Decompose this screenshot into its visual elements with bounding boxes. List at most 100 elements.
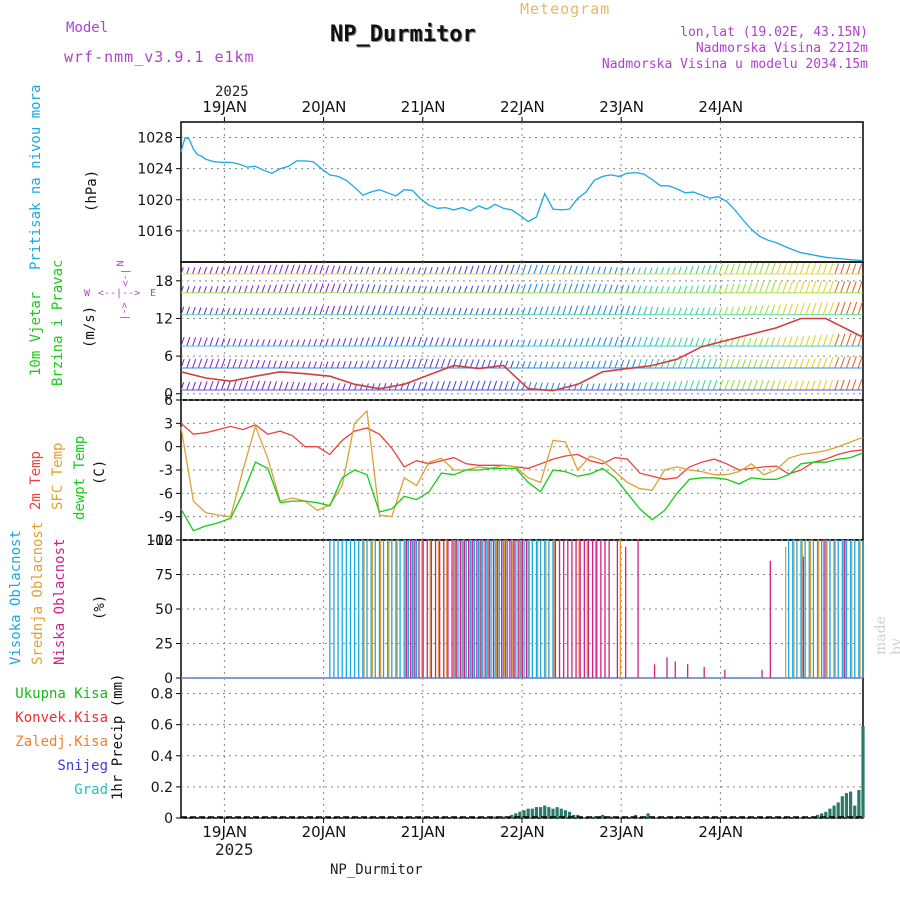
wind-barb [834,280,840,293]
wind-barb [365,266,370,275]
wind-barb [371,284,376,293]
y-tick-label: 0 [164,811,173,827]
wind-barb [817,280,823,293]
wind-barb [857,281,863,293]
wind-barb [724,263,729,275]
wind-barb [764,304,770,315]
wind-barb [203,307,208,315]
wind-barb [822,380,828,391]
y-tick-label: -6 [159,486,173,502]
wind-barb [302,382,306,391]
wind-barb [510,339,514,347]
wind-barb [631,336,637,347]
precip-bar [510,814,514,818]
wind-barb [226,307,231,315]
precip-bar [555,807,559,818]
y-tick-label: 25 [155,637,173,653]
wind-barb [521,361,526,369]
wind-barb [400,359,405,369]
wind-barb [319,382,323,391]
wind-barb [637,382,642,391]
wind-barb [359,283,364,293]
wind-barb [793,280,799,293]
wind-barb [307,264,312,275]
wind-barb [278,381,283,391]
wind-barb [643,306,648,315]
wind-barb [238,338,242,347]
wind-barb [782,303,787,315]
wind-barb [608,383,612,391]
wind-barb [712,379,718,391]
wind-barb [828,357,834,369]
wind-barb [423,306,428,315]
y-tick-label: -3 [159,463,173,479]
wind-barb [822,334,828,347]
wind-barb [834,333,840,347]
wind-barb [741,379,747,391]
wind-barb [261,307,265,315]
wind-barb [504,264,509,275]
wind-barb [452,337,457,347]
wind-barb [811,280,817,293]
wind-barb [504,307,508,315]
y-tick-label: 1024 [137,162,173,178]
precip-bar [849,791,853,818]
wind-barb [435,286,439,293]
wind-barb [249,285,254,293]
wind-barb [840,301,846,315]
wind-barb [712,264,718,275]
wind-barb [209,286,213,293]
wind-barb [770,304,776,315]
wind-barb [302,361,306,369]
wind-barb [388,285,393,293]
wind-barb [788,262,793,275]
wind-barb [614,305,619,315]
wind-barb [186,358,191,369]
wind-barb [244,359,249,369]
wind-barb [498,264,503,275]
wind-barb [325,361,329,369]
wind-barb [828,280,834,293]
wind-barb [701,337,706,347]
wind-barb [383,267,387,275]
wind-barb [736,263,741,275]
wind-barb [273,284,277,293]
wind-barb [712,337,717,347]
wind-barb [678,285,682,293]
wind-barb [203,286,207,293]
y-tick-label: 3 [164,416,173,432]
wind-barb [504,339,508,347]
wind-barb [782,336,787,347]
wind-barb [857,301,863,315]
wind-barb [342,283,347,293]
wind-barb [585,305,590,315]
wind-barb [788,280,794,293]
wind-barb [400,285,404,293]
wind-barb [620,284,624,293]
wind-barb [597,284,602,293]
wind-barb [822,263,828,275]
wind-barb [805,262,811,275]
wind-barb [793,262,799,275]
wind-barb [232,380,237,391]
wind-barb [469,359,474,369]
wind-barb [811,335,817,347]
wind-barb [707,264,712,275]
wind-barb [319,361,323,369]
wind-barb [776,262,782,275]
top-axis-day-label: 23JAN [599,98,644,116]
y-tick-label: 100 [146,533,173,549]
wind-barb [550,361,555,369]
wind-barb [221,286,225,293]
y-tick-label: 0.2 [151,780,173,796]
wind-barb [186,285,190,293]
wind-barb [857,379,863,391]
wind-barb [423,286,427,293]
wind-barb [585,337,590,347]
wind-barb [788,359,793,369]
wind-barb [579,265,584,275]
precip-bar [861,726,865,818]
wind-barb [805,335,811,347]
wind-barb [406,285,410,293]
wind-barb [683,358,689,369]
